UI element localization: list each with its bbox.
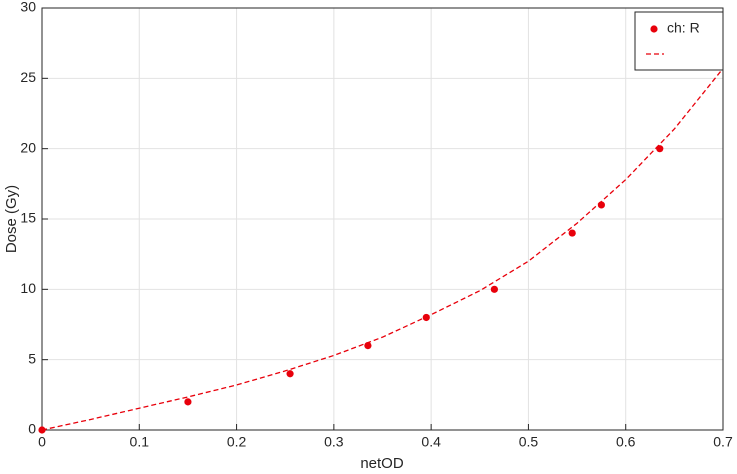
y-tick-label: 20 [20,139,36,155]
plot-frame [41,7,724,431]
data-point [364,342,372,350]
x-tick-label: 0.4 [421,434,441,450]
y-tick-label: 15 [20,210,36,226]
legend-label: ch: R [667,20,700,36]
data-point [490,285,498,293]
y-tick-label: 5 [28,350,36,366]
y-tick-label: 0 [28,421,36,437]
x-tick-label: 0 [38,434,46,450]
x-tick-label: 0.3 [324,434,344,450]
data-point [597,201,605,209]
x-tick-label: 0.6 [616,434,636,450]
x-axis-label: netOD [360,455,404,472]
legend-marker [650,25,658,33]
y-tick-label: 10 [20,280,36,296]
data-point [568,229,576,237]
fit-line [41,68,724,431]
x-tick-label: 0.7 [713,434,733,450]
y-axis-label: Dose (Gy) [3,185,20,253]
y-tick-label: 25 [20,69,36,85]
legend-box [634,11,724,71]
y-tick-label: 30 [20,0,36,15]
x-tick-label: 0.5 [519,434,539,450]
data-point [184,398,192,406]
x-tick-label: 0.1 [130,434,150,450]
x-tick-label: 0.2 [227,434,247,450]
data-point [286,370,294,378]
